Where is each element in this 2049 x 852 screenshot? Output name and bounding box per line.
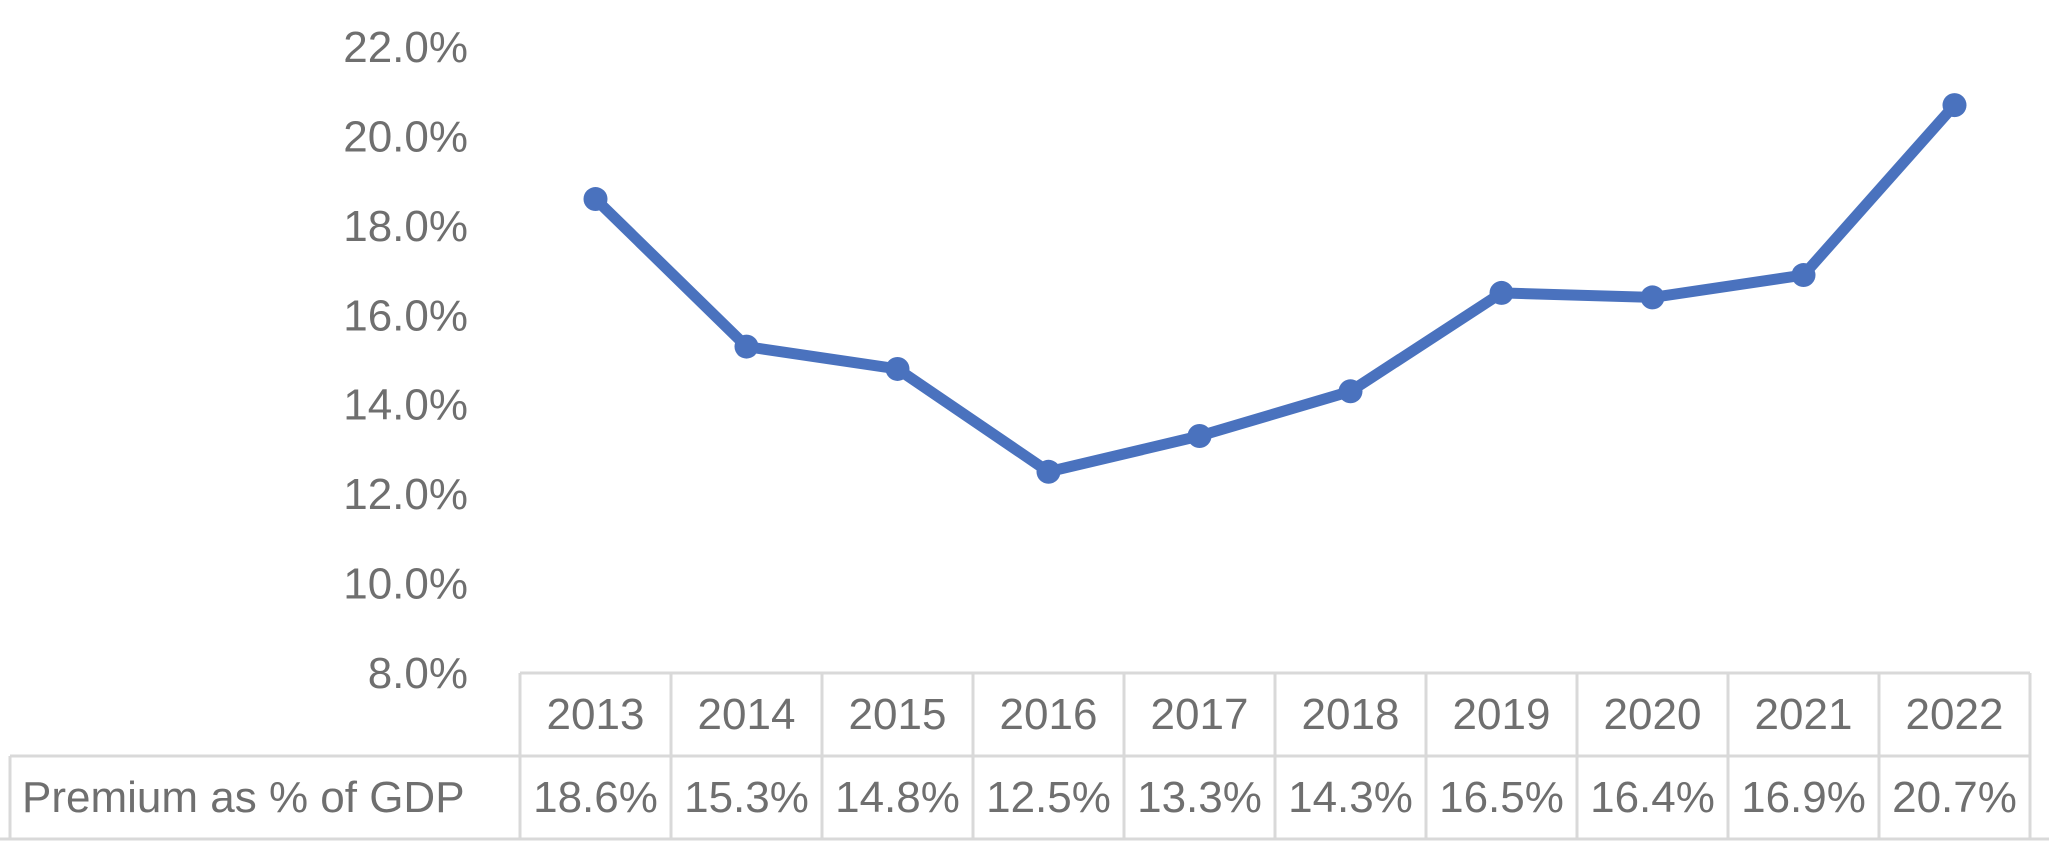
table-value-label: 12.5% [986,773,1111,822]
y-tick-label: 10.0% [343,560,468,609]
series-layer [583,93,1967,484]
table-value-label: 18.6% [533,773,658,822]
data-point [1187,424,1212,449]
x-category-label: 2014 [698,690,796,739]
data-point [1640,285,1665,310]
table-value-label: 20.7% [1892,773,2017,822]
data-point [583,187,608,212]
data-point [734,334,759,359]
table-value-label: 13.3% [1137,773,1262,822]
y-tick-label: 22.0% [343,23,468,72]
x-category-label: 2022 [1906,690,2004,739]
data-point [1338,379,1363,404]
y-tick-label: 8.0% [368,649,468,698]
x-category-label: 2017 [1151,690,1249,739]
data-point [1791,263,1816,288]
x-category-label: 2019 [1453,690,1551,739]
data-point [885,356,910,381]
data-point [1489,280,1514,305]
y-tick-label: 14.0% [343,381,468,430]
x-category-label: 2013 [547,690,645,739]
y-axis: 8.0% 10.0% 12.0% 14.0% 16.0% 18.0% 20.0% 22.0% [343,23,468,698]
x-category-label: 2021 [1755,690,1853,739]
series-name-label: Premium as % of GDP [22,773,465,822]
table-value-label: 14.3% [1288,773,1413,822]
y-tick-label: 20.0% [343,112,468,161]
data-point [1036,459,1061,484]
x-category-label: 2015 [849,690,947,739]
table-value-label: 14.8% [835,773,960,822]
data-table: 2013 2014 2015 2016 2017 2018 2019 2020 2021 2022… [0,671,2049,841]
table-value-label: 15.3% [684,773,809,822]
x-category-label: 2016 [1000,690,1098,739]
data-point [1942,93,1967,118]
y-tick-label: 16.0% [343,291,468,340]
series-line [590,99,1960,478]
table-value-label: 16.5% [1439,773,1564,822]
x-category-label: 2020 [1604,690,1702,739]
x-category-label: 2018 [1302,690,1400,739]
table-value-label: 16.9% [1741,773,1866,822]
y-tick-label: 12.0% [343,470,468,519]
y-tick-label: 18.0% [343,202,468,251]
table-value-label: 16.4% [1590,773,1715,822]
